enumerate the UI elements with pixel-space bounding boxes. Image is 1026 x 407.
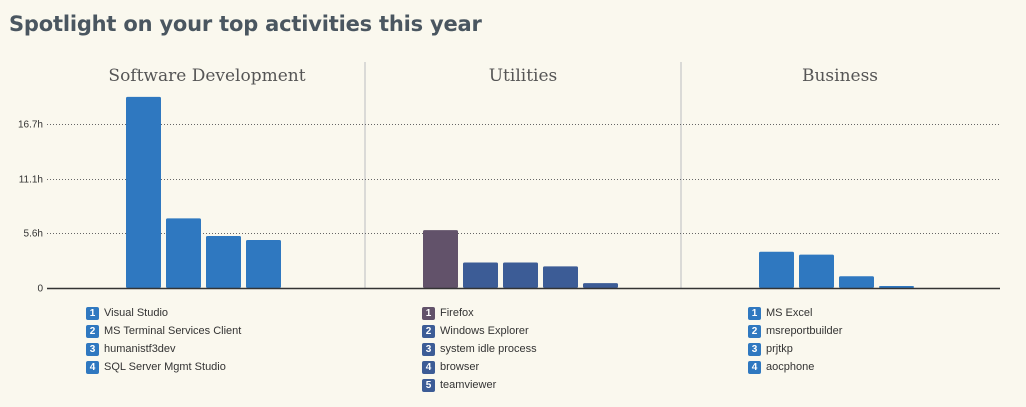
legend-label: SQL Server Mgmt Studio [104, 361, 226, 373]
rank-badge: 3 [86, 342, 99, 356]
bar [126, 96, 161, 288]
legend-item: 5 teamviewer [422, 376, 537, 394]
rank-badge: 3 [422, 342, 435, 356]
legend-item: 4 aocphone [748, 358, 842, 376]
bar [583, 283, 618, 288]
rank-badge: 5 [422, 378, 435, 392]
group-title: Utilities [489, 66, 558, 86]
legend-item: 3 system idle process [422, 340, 537, 358]
bar [246, 239, 281, 288]
legend-software-development: 1 Visual Studio 2 MS Terminal Services Clie… [86, 304, 241, 376]
legend-label: aocphone [766, 361, 815, 373]
legend-label: humanistf3dev [104, 343, 176, 355]
legend-item: 4 SQL Server Mgmt Studio [86, 358, 241, 376]
group-title: Business [802, 66, 878, 86]
bar [423, 230, 458, 288]
legend-label: teamviewer [440, 379, 497, 391]
rank-badge: 1 [748, 306, 761, 320]
rank-badge: 4 [748, 360, 761, 374]
page-title: Spotlight on your top activities this ye… [9, 12, 482, 36]
group-title: Software Development [108, 66, 305, 86]
legend-item: 1 Firefox [422, 304, 537, 322]
legend-item: 2 MS Terminal Services Client [86, 322, 241, 340]
y-tick-label: 0 [37, 284, 43, 295]
legend-label: msreportbuilder [766, 325, 843, 337]
legend-item: 2 msreportbuilder [748, 322, 842, 340]
rank-badge: 1 [422, 306, 435, 320]
legend-label: system idle process [440, 343, 537, 355]
bar [879, 286, 914, 288]
legend-label: browser [440, 361, 480, 373]
y-tick-label: 5.6h [24, 229, 43, 240]
rank-badge: 2 [422, 324, 435, 338]
legend-item: 3 prjtkp [748, 340, 842, 358]
bar [543, 266, 578, 288]
activities-bar-chart: 0 5.6h 11.1h 16.7h Software Development Utili… [18, 62, 1000, 295]
legend-item: 4 browser [422, 358, 537, 376]
legend-item: 1 MS Excel [748, 304, 842, 322]
legend-label: prjtkp [766, 343, 793, 355]
bar [463, 262, 498, 288]
rank-badge: 2 [748, 324, 761, 338]
y-tick-label: 16.7h [18, 120, 43, 131]
legend-utilities: 1 Firefox 2 Windows Explorer 3 system idle pr… [422, 304, 537, 394]
rank-badge: 2 [86, 324, 99, 338]
bar [166, 218, 201, 288]
legend-item: 2 Windows Explorer [422, 322, 537, 340]
bar [759, 251, 794, 288]
bar [503, 262, 538, 288]
legend-item: 3 humanistf3dev [86, 340, 241, 358]
legend-label: MS Terminal Services Client [104, 325, 242, 337]
legend-label: Windows Explorer [440, 325, 529, 337]
rank-badge: 1 [86, 306, 99, 320]
y-tick-label: 11.1h [19, 175, 43, 186]
legend-label: Visual Studio [104, 307, 169, 319]
rank-badge: 4 [86, 360, 99, 374]
legend-label: Firefox [440, 307, 474, 319]
bar [839, 276, 874, 288]
rank-badge: 3 [748, 342, 761, 356]
bar [206, 236, 241, 288]
bar [799, 254, 834, 288]
legend-label: MS Excel [766, 307, 813, 319]
legend-item: 1 Visual Studio [86, 304, 241, 322]
rank-badge: 4 [422, 360, 435, 374]
legend-business: 1 MS Excel 2 msreportbuilder 3 prjtkp 4 aocphon… [748, 304, 842, 376]
